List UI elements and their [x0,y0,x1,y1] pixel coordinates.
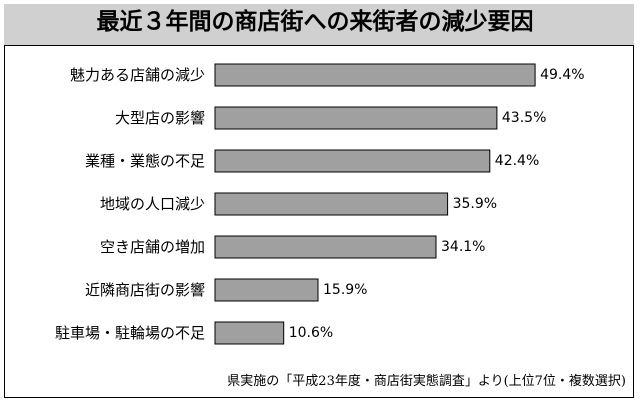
bar [214,321,285,345]
category-label: 空き店舗の増加 [100,238,205,256]
category-label: 大型店の影響 [115,109,205,127]
value-label: 42.4% [495,153,539,169]
category-label: 駐車場・駐輪場の不足 [55,324,205,342]
value-label: 49.4% [540,67,584,83]
chart-title: 最近３年間の商店街への来街者の減少要因 [96,9,534,35]
bar [214,63,536,87]
value-label: 43.5% [502,110,546,126]
value-label: 15.9% [323,282,367,298]
value-label: 34.1% [441,239,485,255]
category-label: 業種・業態の不足 [85,152,205,170]
category-label: 魅力ある店舗の減少 [70,66,205,84]
value-label: 10.6% [289,325,333,341]
source-note: 県実施の「平成23年度・商店街実態調査」より(上位7位・複数選択) [227,374,626,389]
bar [214,149,491,173]
title-bar [4,4,634,46]
category-label: 近隣商店街の影響 [85,281,205,299]
bar [214,278,319,302]
value-label: 35.9% [453,196,497,212]
bar [214,235,437,259]
bar [214,106,498,130]
bar [214,192,449,216]
category-label: 地域の人口減少 [100,195,205,213]
